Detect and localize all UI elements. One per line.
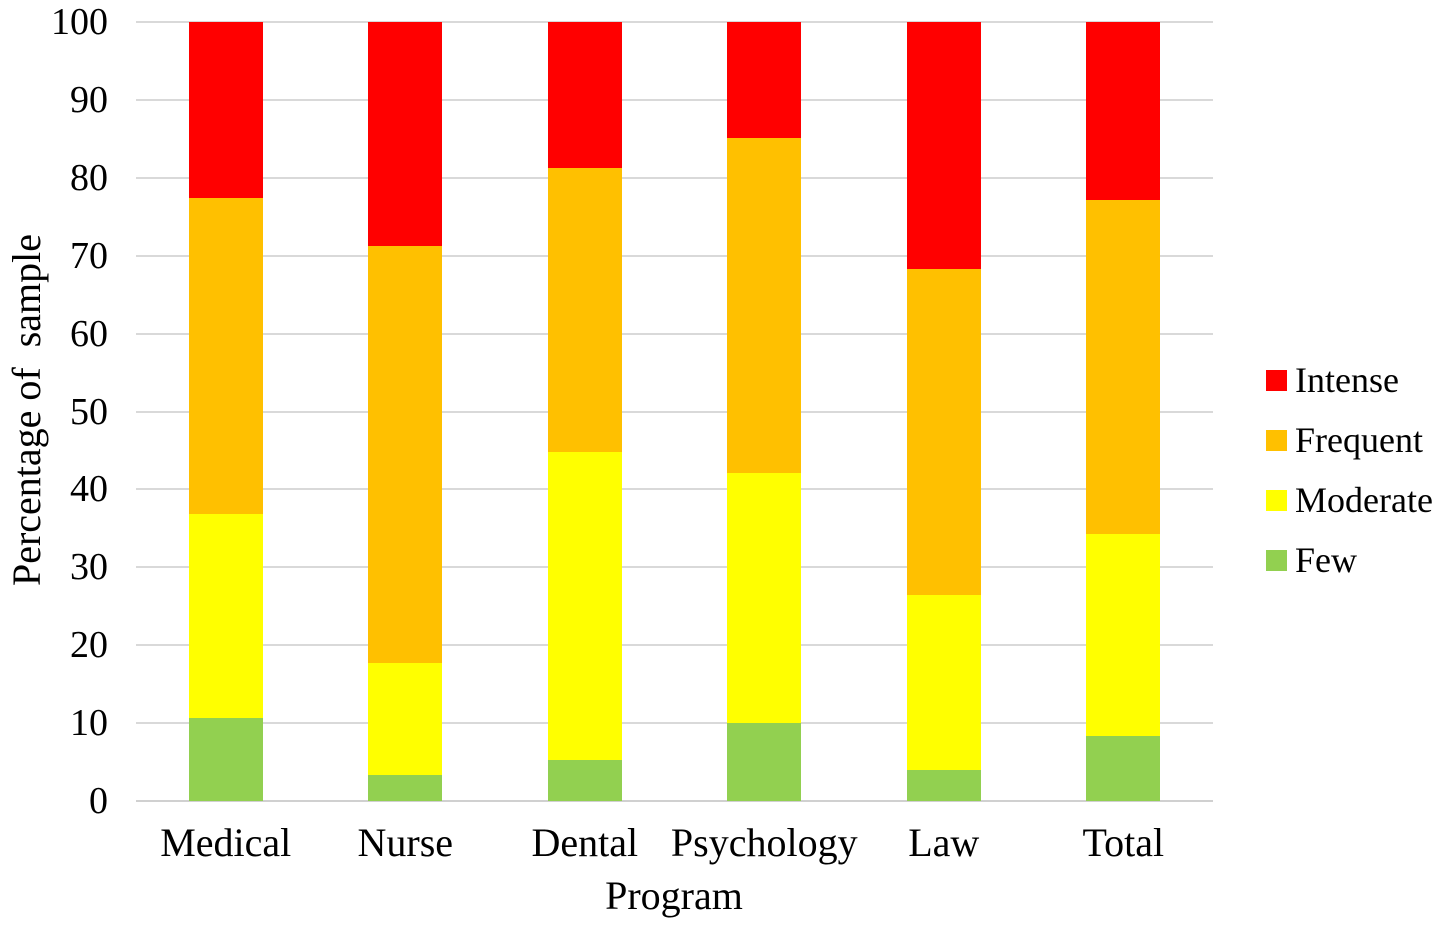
y-tick-label: 100: [51, 1, 108, 43]
bar-dental: [547, 22, 622, 801]
legend-label-few: Few: [1295, 540, 1357, 580]
gridline: [136, 644, 1213, 647]
bar-segment-moderate: [727, 473, 802, 723]
x-category-label-law: Law: [908, 820, 980, 865]
bar-segment-few: [906, 770, 981, 801]
legend-item-frequent: Frequent: [1266, 420, 1433, 460]
legend: Intense Frequent Moderate Few: [1266, 360, 1433, 600]
y-tick-label: 20: [70, 624, 108, 667]
gridline: [136, 410, 1213, 413]
bar-segment-few: [1086, 736, 1161, 801]
bar-segment-intense: [727, 22, 802, 138]
bar-segment-few: [547, 760, 622, 801]
gridline: [136, 254, 1213, 257]
bar-segment-frequent: [1086, 200, 1161, 534]
bar-nurse: [368, 22, 443, 801]
x-axis-line: [136, 800, 1213, 802]
legend-item-intense: Intense: [1266, 360, 1433, 400]
x-axis-title: Program: [605, 873, 743, 918]
bar-segment-intense: [547, 22, 622, 168]
x-category-label-dental: Dental: [531, 820, 639, 865]
bar-segment-frequent: [547, 168, 622, 452]
x-category-label-total: Total: [1082, 820, 1165, 865]
legend-item-moderate: Moderate: [1266, 480, 1433, 520]
y-tick-label: 0: [89, 780, 108, 822]
gridline: [136, 21, 1213, 23]
y-tick-label: 30: [70, 546, 108, 589]
gridline: [136, 176, 1213, 179]
y-tick-label: 50: [70, 390, 108, 433]
legend-swatch-moderate: [1266, 489, 1287, 511]
bar-segment-frequent: [368, 246, 443, 663]
bar-segment-few: [368, 775, 443, 801]
y-tick-label: 70: [70, 234, 108, 277]
bar-segment-frequent: [906, 269, 981, 595]
legend-label-intense: Intense: [1295, 360, 1399, 400]
gridline: [136, 722, 1213, 725]
plot-area: [136, 21, 1213, 802]
x-category-label-medical: Medical: [160, 820, 292, 865]
bar-total: [1086, 22, 1161, 801]
bar-psychology: [727, 22, 802, 801]
y-tick-label: 60: [70, 312, 108, 355]
bar-segment-few: [188, 718, 263, 801]
bar-segment-few: [727, 723, 802, 801]
bar-segment-intense: [188, 22, 263, 198]
bar-medical: [188, 22, 263, 801]
bar-segment-moderate: [547, 452, 622, 760]
gridline: [136, 488, 1213, 491]
y-tick-label: 90: [70, 78, 108, 121]
bar-segment-frequent: [188, 198, 263, 514]
bar-segment-moderate: [368, 663, 443, 775]
legend-swatch-intense: [1266, 369, 1287, 391]
bar-segment-frequent: [727, 138, 802, 473]
gridline: [136, 332, 1213, 335]
legend-swatch-frequent: [1266, 429, 1287, 451]
bar-segment-intense: [1086, 22, 1161, 200]
legend-swatch-few: [1266, 549, 1287, 571]
legend-label-frequent: Frequent: [1295, 420, 1423, 460]
bar-segment-moderate: [906, 595, 981, 770]
x-category-label-psychology: Psychology: [670, 820, 858, 865]
y-tick-label: 40: [70, 468, 108, 511]
bar-segment-moderate: [188, 514, 263, 718]
gridline: [136, 98, 1213, 101]
legend-label-moderate: Moderate: [1295, 480, 1433, 520]
y-tick-label: 10: [70, 702, 108, 745]
bar-segment-intense: [906, 22, 981, 269]
x-category-label-nurse: Nurse: [357, 820, 454, 865]
bar-segment-moderate: [1086, 534, 1161, 736]
gridline: [136, 566, 1213, 569]
y-tick-label: 80: [70, 156, 108, 199]
bar-segment-intense: [368, 22, 443, 246]
bar-law: [906, 22, 981, 801]
legend-item-few: Few: [1266, 540, 1433, 580]
